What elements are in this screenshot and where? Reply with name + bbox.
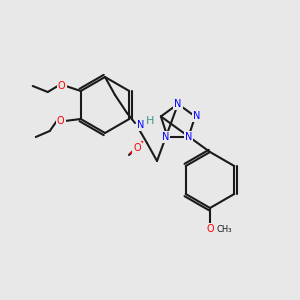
Text: H: H [146, 116, 154, 126]
Text: N: N [162, 132, 169, 142]
Text: O: O [58, 81, 66, 91]
Text: CH₃: CH₃ [216, 224, 232, 233]
Text: N: N [185, 132, 192, 142]
Text: N: N [137, 120, 145, 130]
Text: N: N [194, 111, 201, 122]
Text: N: N [174, 99, 182, 109]
Text: O: O [133, 143, 141, 153]
Text: O: O [57, 116, 64, 126]
Text: O: O [206, 224, 214, 234]
